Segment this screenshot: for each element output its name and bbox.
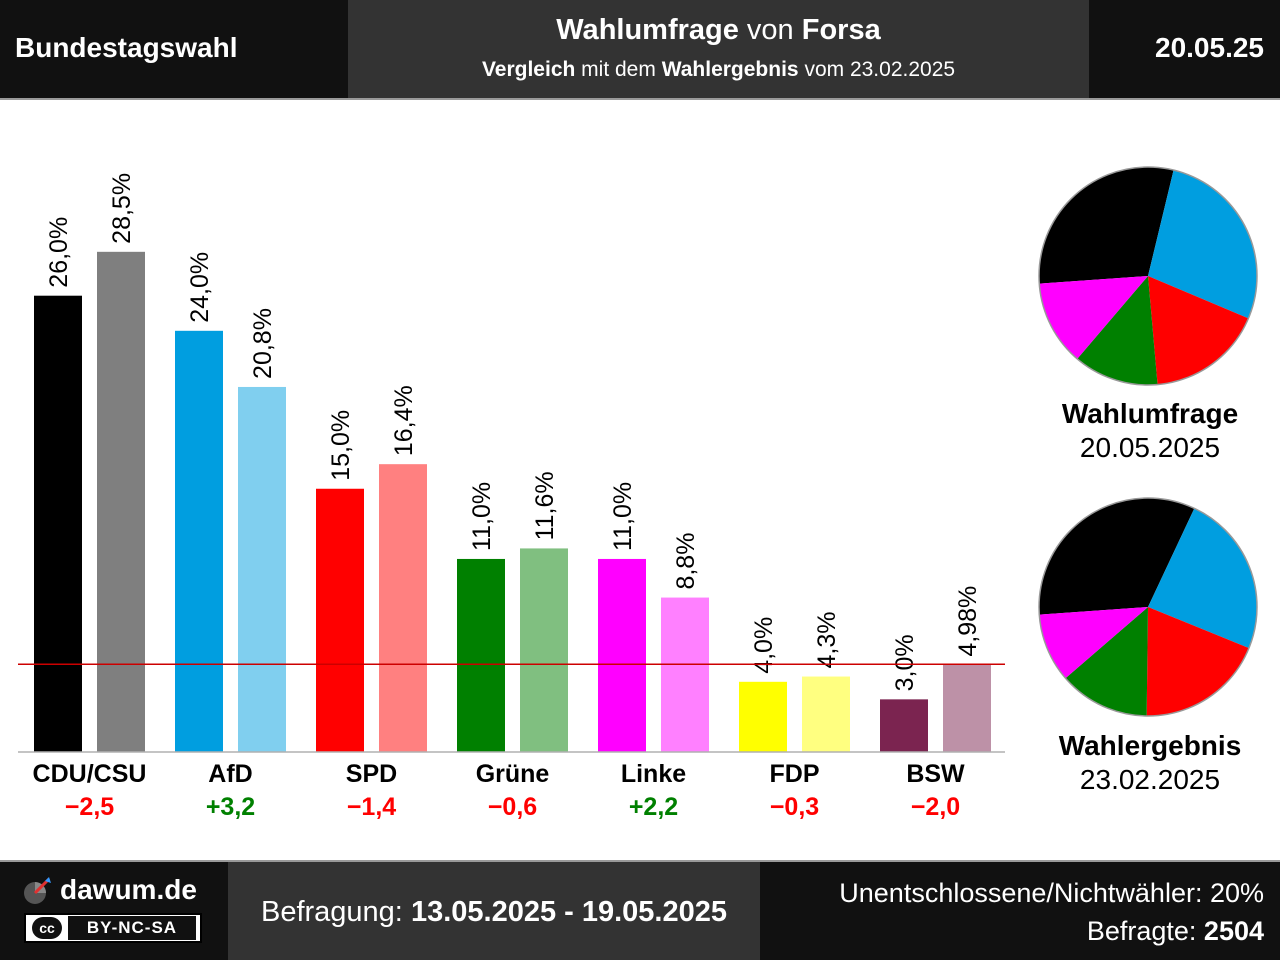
- pie-poll-date: 20.05.2025: [1079, 432, 1221, 463]
- bar-poll: [739, 681, 787, 752]
- change-label: −1,4: [347, 793, 396, 821]
- undecided-share: Unentschlossene/Nichtwähler: 20%: [839, 878, 1264, 908]
- pie-slice: [1065, 607, 1148, 716]
- respondent-count: Befragte: 2504: [1086, 916, 1264, 946]
- license-badge[interactable]: cc BY-NC-SA: [24, 913, 202, 943]
- pie-slice: [1146, 607, 1249, 716]
- bar-value-label: 24,0%: [186, 252, 214, 323]
- brand-name[interactable]: dawum.de: [60, 874, 197, 905]
- header-center-panel: Wahlumfrage von Forsa Vergleich mit dem …: [348, 0, 1089, 98]
- header-right-panel: 20.05.25: [1089, 0, 1280, 98]
- dawum-logo-icon: [24, 877, 51, 904]
- category-label: Grüne: [476, 760, 550, 788]
- change-label: −0,3: [770, 793, 819, 821]
- footer-left-panel: dawum.de cc BY-NC-SA: [0, 862, 228, 960]
- pie-slice: [1148, 508, 1257, 649]
- pie-slice: [1148, 170, 1257, 319]
- license-text: BY-NC-SA: [68, 916, 196, 940]
- bar-result: [802, 676, 850, 752]
- bar-value-label: 26,0%: [45, 217, 73, 288]
- bar-poll: [175, 330, 223, 752]
- header-left-panel: Bundestagswahl: [0, 0, 348, 98]
- bar-value-label: 11,6%: [531, 471, 559, 540]
- pie-slice: [1077, 276, 1158, 385]
- bar-poll: [880, 699, 928, 752]
- pie-slice: [1039, 607, 1148, 679]
- poll-title: Wahlumfrage von Forsa: [556, 14, 881, 46]
- header-divider: [0, 98, 1280, 100]
- category-label: BSW: [906, 760, 965, 788]
- category-label: SPD: [346, 760, 397, 788]
- poll-date: 20.05.25: [1155, 32, 1264, 63]
- survey-period: Befragung: 13.05.2025 - 19.05.2025: [260, 896, 727, 928]
- bar-result: [379, 464, 427, 752]
- footer-divider: [0, 860, 1280, 862]
- pie-chart-poll: [1038, 166, 1258, 386]
- category-label: FDP: [770, 760, 820, 788]
- bar-poll: [316, 488, 364, 752]
- election-title: Bundestagswahl: [15, 32, 238, 63]
- category-label: CDU/CSU: [33, 760, 147, 788]
- bar-result: [661, 597, 709, 752]
- bar-result: [97, 251, 145, 752]
- bar-value-label: 28,5%: [108, 173, 136, 244]
- bar-value-label: 16,4%: [390, 385, 418, 456]
- footer-center-panel: Befragung: 13.05.2025 - 19.05.2025: [228, 862, 760, 960]
- bar-value-label: 11,0%: [468, 482, 496, 551]
- change-label: −2,5: [65, 793, 114, 821]
- bar-value-label: 4,0%: [750, 617, 778, 674]
- bar-value-label: 4,3%: [813, 612, 841, 669]
- bar-value-label: 15,0%: [327, 410, 355, 481]
- change-label: −2,0: [911, 793, 960, 821]
- bar-poll: [457, 558, 505, 752]
- bar-poll: [34, 295, 82, 752]
- bar-result: [520, 548, 568, 752]
- category-label: Linke: [621, 760, 686, 788]
- pie-slice: [1148, 276, 1249, 385]
- bar-chart: 26,0% 28,5% CDU/CSU −2,5 24,0% 20,8% AfD +3,2 15…: [18, 173, 1005, 821]
- header: Bundestagswahl Wahlumfrage von Forsa Ver…: [0, 0, 1280, 100]
- change-label: +2,2: [629, 793, 678, 821]
- pie-slice: [1039, 167, 1174, 284]
- pie-slice: [1039, 276, 1148, 359]
- change-label: −0,6: [488, 793, 537, 821]
- footer-right-panel: Unentschlossene/Nichtwähler: 20% Befragt…: [760, 862, 1280, 960]
- pie-result-date: 23.02.2025: [1079, 764, 1221, 795]
- bar-value-label: 11,0%: [609, 482, 637, 551]
- poll-subtitle: Vergleich mit dem Wahlergebnis vom 23.02…: [481, 58, 956, 81]
- bar-result: [943, 664, 991, 752]
- change-label: +3,2: [206, 793, 255, 821]
- category-label: AfD: [208, 760, 252, 788]
- bar-value-label: 8,8%: [672, 533, 700, 590]
- bar-value-label: 3,0%: [891, 634, 919, 691]
- pie-outline: [1038, 497, 1258, 717]
- pie-slice: [1039, 498, 1195, 615]
- bar-value-label: 4,98%: [954, 586, 982, 657]
- bar-poll: [598, 558, 646, 752]
- pie-outline: [1038, 166, 1258, 386]
- pie-poll-title: Wahlumfrage: [1061, 398, 1239, 429]
- creative-commons-icon: cc: [32, 917, 62, 939]
- bar-value-label: 20,8%: [249, 308, 277, 379]
- pie-result-title: Wahlergebnis: [1058, 730, 1242, 761]
- bar-result: [238, 386, 286, 752]
- pie-chart-result: [1038, 497, 1258, 717]
